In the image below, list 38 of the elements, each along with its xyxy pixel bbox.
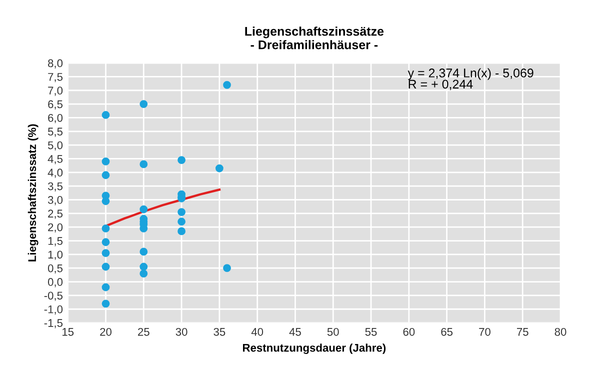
y-tick-label: 6,5 [48,100,63,110]
chart-title: Liegenschaftszinssätze - Dreifamilienhäuser - [245,26,384,50]
y-tick-label: 5,0 [48,141,63,151]
y-tick-label: 2,5 [48,210,63,219]
y-tick-label: 8,0 [48,59,63,68]
x-tick-label: 50 [327,328,339,336]
y-tick-label: 2,0 [48,223,63,233]
x-tick-label: 60 [403,328,415,336]
y-tick-label: -0,5 [44,292,63,301]
y-tick-label: 3,5 [48,182,63,192]
y-tick-label: 0,0 [48,278,63,288]
x-tick-label: 75 [516,328,528,336]
y-tick-label: 1,0 [48,250,63,260]
y-tick-label: 4,5 [48,155,63,164]
y-tick-label: -1,0 [44,305,63,315]
y-tick-label: -1,5 [44,319,63,328]
x-tick-label: 70 [479,328,490,336]
y-tick-label: 6,0 [48,114,63,124]
x-tick-label: 20 [100,328,112,336]
x-tick-label: 80 [554,328,566,336]
y-axis-title: Liegenschaftszinssatz (%) [28,124,38,262]
y-tick-label: 0,5 [48,264,63,274]
x-tick-label: 30 [176,328,188,336]
y-tick-label: 3,0 [48,196,63,206]
x-axis-title: Restnutzungsdauer (Jahre) [243,344,386,354]
y-tick-label: 1,5 [48,237,63,246]
y-tick-label: 7,0 [48,86,63,96]
x-tick-label: 40 [251,328,264,336]
x-tick-label: 65 [441,328,453,336]
x-tick-label: 35 [214,328,226,336]
annotation: y = 2,374 Ln(x) - 5,069 R = + 0,244 [408,68,534,90]
x-tick-label: 55 [365,328,377,336]
x-tick-label: 15 [62,328,74,336]
y-tick-label: 7,5 [48,73,63,82]
x-tick-label: 45 [289,328,301,336]
y-tick-label: 4,0 [48,168,63,178]
y-tick-label: 5,5 [48,128,63,137]
x-tick-label: 25 [138,328,150,336]
